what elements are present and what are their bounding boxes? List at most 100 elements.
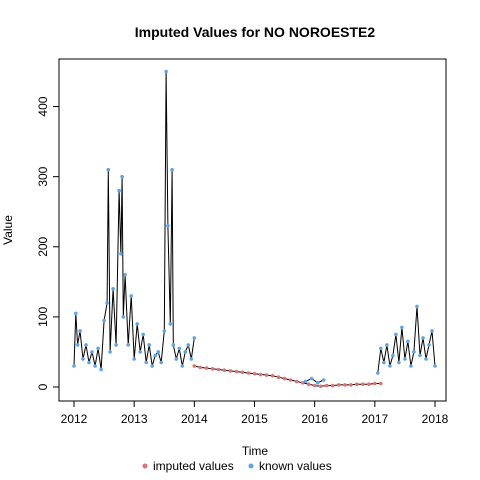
point-known — [123, 273, 127, 277]
point-imputed — [312, 383, 317, 388]
point-known — [162, 329, 167, 333]
point-imputed — [210, 367, 215, 371]
point-known — [87, 360, 91, 365]
point-known — [114, 343, 118, 347]
point-imputed — [343, 383, 347, 387]
point-known — [177, 346, 182, 351]
y-tick-label: 100 — [36, 307, 50, 327]
point-known — [135, 322, 139, 326]
point-known — [433, 364, 437, 368]
point-imputed — [246, 371, 251, 375]
y-tick-label: 400 — [36, 96, 50, 116]
x-tick-label: 2012 — [61, 412, 88, 426]
x-tick-label: 2015 — [241, 412, 268, 426]
point-imputed — [258, 372, 263, 377]
point-imputed — [336, 383, 341, 387]
point-known — [93, 364, 97, 368]
point-known — [78, 329, 82, 333]
point-known — [99, 367, 103, 372]
point-known — [164, 69, 168, 74]
point-known — [75, 343, 80, 347]
point-known — [315, 381, 320, 385]
point-known — [81, 357, 85, 361]
x-axis-label: Time — [242, 444, 269, 458]
point-known — [171, 343, 176, 347]
point-known — [180, 364, 185, 368]
point-known — [321, 378, 326, 382]
point-known — [379, 346, 383, 351]
point-imputed — [373, 381, 377, 386]
point-known — [391, 353, 395, 358]
point-imputed — [355, 382, 359, 387]
point-imputed — [300, 381, 305, 385]
legend-marker-imputed — [142, 463, 148, 469]
point-known — [376, 371, 380, 375]
point-imputed — [324, 383, 329, 388]
point-imputed — [198, 365, 203, 370]
legend-label-imputed: imputed values — [153, 459, 234, 473]
point-known — [84, 343, 88, 347]
point-known — [406, 339, 410, 344]
series-line-known-2 — [377, 306, 436, 374]
point-imputed — [294, 379, 299, 384]
point-known — [388, 364, 392, 368]
point-imputed — [240, 370, 245, 375]
point-known — [90, 350, 94, 354]
point-known — [156, 350, 160, 354]
point-known — [74, 311, 78, 316]
chart-title: Imputed Values for NO NOROESTE2 — [135, 24, 376, 40]
point-imputed — [361, 382, 365, 387]
point-known — [121, 315, 126, 319]
series-line-known-0 — [73, 71, 195, 370]
point-known — [174, 357, 179, 361]
point-imputed — [379, 381, 383, 386]
point-known — [147, 343, 151, 347]
point-known — [403, 357, 407, 361]
point-known — [424, 357, 428, 361]
point-imputed — [270, 374, 275, 378]
point-known — [72, 364, 76, 368]
axis-layer: 2012 2013 2014 2015 2016 2017 2018 0 100 200 300 40… — [36, 96, 448, 426]
point-known — [192, 336, 197, 340]
x-tick-label: 2017 — [361, 412, 388, 426]
point-known — [168, 322, 173, 326]
y-tick-label: 200 — [36, 236, 50, 256]
point-known — [189, 357, 194, 361]
point-known — [385, 343, 389, 347]
point-known — [126, 343, 130, 347]
point-known — [108, 350, 112, 354]
point-known — [183, 350, 188, 354]
point-known — [394, 332, 398, 337]
point-imputed — [306, 382, 311, 387]
point-imputed — [234, 369, 239, 374]
point-known — [309, 376, 314, 381]
point-imputed — [252, 371, 257, 376]
point-imputed — [288, 378, 293, 382]
x-tick-label: 2016 — [301, 412, 328, 426]
point-known — [400, 325, 404, 330]
point-known — [409, 364, 413, 368]
y-tick-label: 300 — [36, 166, 50, 186]
point-known — [303, 379, 308, 384]
point-known — [96, 346, 100, 351]
point-known — [166, 223, 170, 228]
point-known — [120, 174, 124, 179]
point-imputed — [204, 366, 209, 370]
point-imputed — [330, 383, 335, 388]
point-known — [138, 350, 142, 354]
point-known — [117, 188, 121, 193]
point-known — [415, 304, 419, 309]
point-imputed — [282, 376, 287, 381]
point-known — [111, 287, 115, 291]
point-imputed — [192, 364, 197, 368]
data-layer — [72, 69, 437, 389]
point-imputed — [216, 367, 221, 372]
point-known — [141, 332, 145, 337]
point-known — [186, 343, 191, 347]
x-tick-label: 2014 — [181, 412, 208, 426]
point-known — [129, 294, 133, 298]
point-imputed — [349, 383, 353, 387]
point-known — [412, 350, 416, 354]
